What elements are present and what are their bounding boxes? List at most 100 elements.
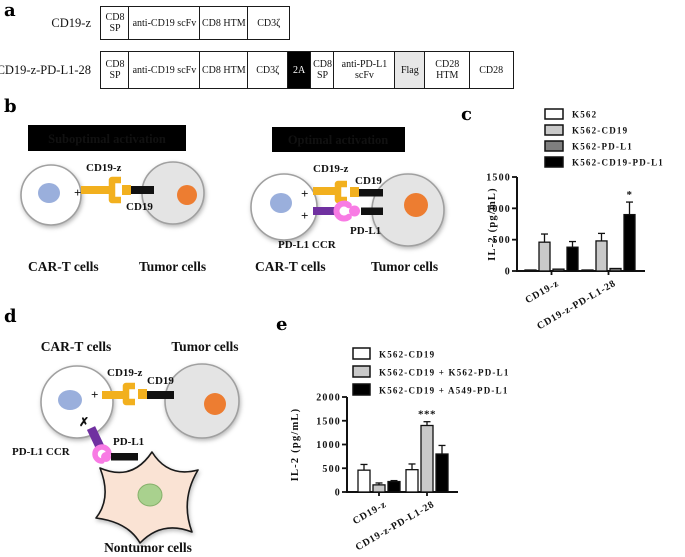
cart-cells-label: CAR-T cells [41,339,112,354]
construct-segment: anti-CD19 scFv [128,51,201,89]
tumor-cells-label: Tumor cells [171,339,238,354]
construct-segment: 2A [286,51,312,89]
construct-segment: anti-PD-L1 scFv [333,51,396,89]
legend-label: K562 [572,110,597,120]
plus-icon: + [91,387,98,402]
car-binder-icon [122,382,135,406]
tumor-nucleus [204,393,226,415]
panel-label-b: b [4,96,17,117]
cross-icon: ✗ [79,415,89,429]
y-tick-label: 2000 [316,393,341,404]
construct-segment: CD8 SP [100,6,130,40]
ccr-binder-icon [333,200,352,222]
legend-label: K562-PD-L1 [572,142,633,152]
cd19z-label: CD19-z [86,162,122,174]
construct-segment: CD8 SP [310,51,336,89]
panel-label-a: a [4,0,16,21]
suboptimal-header-box [28,125,186,151]
legend-label: K562-CD19 + K562-PD-L1 [379,368,510,378]
y-axis-title: IL-2 (pg/mL) [290,408,301,482]
construct-segment: CD8 HTM [198,6,249,40]
cd19z-label: CD19-z [107,367,143,379]
cd19z-label: CD19-z [313,163,349,175]
construct-segment: CD8 HTM [198,51,249,89]
ccr-binder-icon [92,444,112,464]
plus-icon: + [74,185,81,200]
panel-c-bar-chart: 0 500 1000 1500 CD19-z CD19-z-PD-L1-28 K562 K56… [455,103,685,333]
cd19-label: CD19 [147,375,174,387]
legend-swatch [544,140,564,152]
tumor-cell [164,363,240,439]
x-category-label: CD19-z [523,278,561,306]
ccr-stem [313,207,337,215]
pdl1-label: PD-L1 [350,225,381,237]
bar [420,424,434,493]
bar [435,453,449,493]
legend-label: K562-CD19-PD-L1 [572,158,664,168]
bar [609,267,622,272]
bar-chart-svg: 050010001500CD19-zCD19-z-PD-L1-28K562K56… [486,108,664,332]
bar [581,269,594,272]
panel-label-d: d [4,306,17,327]
y-axis-title: IL-2 (pg/mL) [487,187,498,261]
y-tick-label: 1000 [486,204,511,215]
legend-swatch [352,383,371,396]
car-stem [313,187,337,195]
significance-label: *** [418,409,436,421]
legend-swatch [544,108,564,120]
construct-segment: CD8 SP [100,51,130,89]
construct-segment: CD28 [468,51,514,89]
cd19-label: CD19 [355,175,382,187]
legend-label: K562-CD19 [379,350,435,360]
pdl1-antigen-bar [361,207,383,215]
bar [552,268,565,272]
bar [372,484,386,493]
legend-label: K562-CD19 + A549-PD-L1 [379,386,509,396]
cd19-antigen-bar [147,391,174,399]
plus-icon: + [301,208,308,223]
significance-label: * [627,189,633,201]
legend-swatch [352,365,371,378]
optimal-header-label: Optimal activation [288,133,388,147]
panel-label-e: e [276,314,288,335]
cart-nucleus [58,390,82,410]
ccr-stem [86,426,105,449]
construct-segment: CD3ζ [247,6,291,40]
car-binder-icon [108,176,121,204]
construct-segments: CD8 SP anti-CD19 scFv CD8 HTM CD3ζ 2A CD8 SP a… [100,51,514,89]
bar [538,241,551,272]
cart-nucleus [38,183,60,203]
bar [566,246,579,272]
y-tick-label: 500 [492,235,511,246]
y-tick-label: 0 [335,488,341,499]
legend-swatch [544,124,564,136]
bar [595,240,608,272]
panel-e-bar-chart: 0 500 1000 1500 2000 CD19-z CD19-z-PD-L1-28 K56… [270,313,570,557]
cd19-tip [138,389,147,399]
tumor-cells-label: Tumor cells [371,259,438,274]
construct-segments: CD8 SP anti-CD19 scFv CD8 HTM CD3ζ [100,6,291,40]
cart-nucleus [270,193,292,213]
nontumor-schematic: CAR-T cells Tumor cells CD19-z CD19 + ✗ … [12,339,240,555]
y-tick-label: 500 [322,464,341,475]
construct-name: CD19-z-PD-L1-28 [0,62,91,77]
legend-label: K562-CD19 [572,126,628,136]
bar [524,269,537,272]
bar [357,469,371,493]
cart-cells-label: CAR-T cells [28,259,99,274]
construct-name: CD19-z [51,15,91,30]
nontumor-nucleus [137,483,163,507]
car-stem [102,391,124,399]
cd19-antigen-bar [131,186,154,194]
pdl1-tip [349,205,360,217]
legend-swatch [544,156,564,168]
construct-segment: CD3ζ [247,51,289,89]
suboptimal-header-label: Suboptimal activation [48,132,166,146]
tumor-cells-label: Tumor cells [139,259,206,274]
x-category-label: CD19-z-PD-L1-28 [354,499,437,553]
construct-segment: anti-CD19 scFv [128,6,201,40]
y-tick-label: 1500 [316,416,341,427]
cd19-antigen-bar [359,189,383,197]
